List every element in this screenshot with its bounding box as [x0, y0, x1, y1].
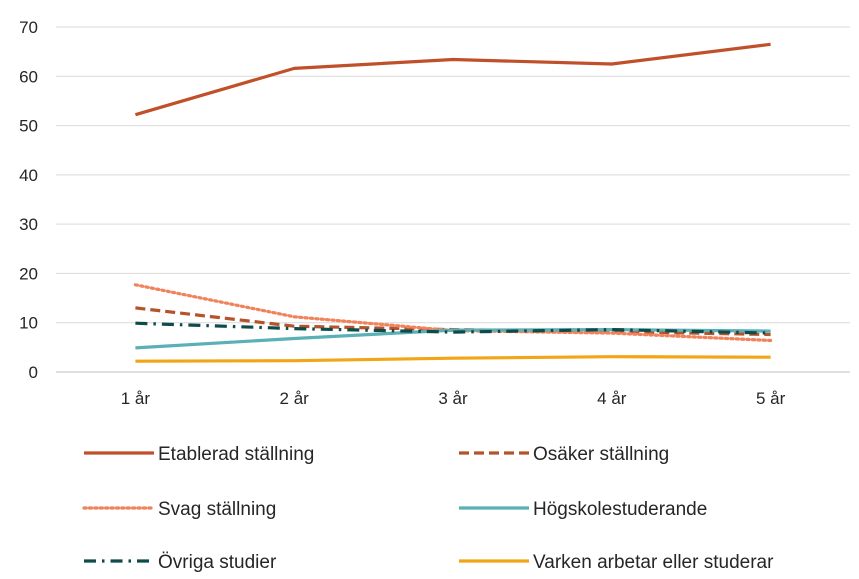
legend-item: Svag ställning	[82, 499, 276, 520]
legend: Etablerad ställning Osäker ställning Svag …	[82, 444, 774, 573]
legend-item: Osäker ställning	[459, 444, 669, 465]
y-tick-label: 40	[19, 166, 38, 185]
series-line	[134, 42, 771, 117]
legend-item: Varken arbetar eller studerar	[459, 552, 774, 573]
y-tick-label: 50	[19, 117, 38, 136]
x-axis: 1 år 2 år 3 år 4 år 5 år	[121, 389, 786, 408]
series-line	[135, 328, 771, 350]
y-tick-label: 60	[19, 67, 38, 86]
legend-label: Svag ställning	[158, 499, 276, 520]
legend-item: Etablerad ställning	[84, 444, 314, 465]
x-tick-label: 2 år	[280, 389, 310, 408]
legend-label: Osäker ställning	[533, 444, 669, 465]
legend-item: Högskolestuderande	[459, 499, 707, 520]
x-tick-label: 5 år	[756, 389, 786, 408]
series-lines	[133, 42, 773, 363]
y-tick-label: 70	[19, 18, 38, 37]
series-line	[135, 355, 771, 363]
x-tick-label: 3 år	[438, 389, 468, 408]
legend-item: Övriga studier	[84, 552, 277, 573]
y-tick-label: 0	[29, 363, 38, 382]
y-tick-label: 10	[19, 314, 38, 333]
legend-label: Etablerad ställning	[158, 444, 314, 465]
x-tick-label: 4 år	[597, 389, 627, 408]
y-axis: 0 10 20 30 40 50 60 70	[19, 18, 38, 382]
y-tick-label: 30	[19, 215, 38, 234]
legend-label: Varken arbetar eller studerar	[533, 552, 774, 573]
legend-label: Högskolestuderande	[533, 499, 707, 520]
gridlines	[56, 26, 850, 373]
legend-label: Övriga studier	[158, 552, 277, 573]
y-tick-label: 20	[19, 264, 38, 283]
x-tick-label: 1 år	[121, 389, 151, 408]
